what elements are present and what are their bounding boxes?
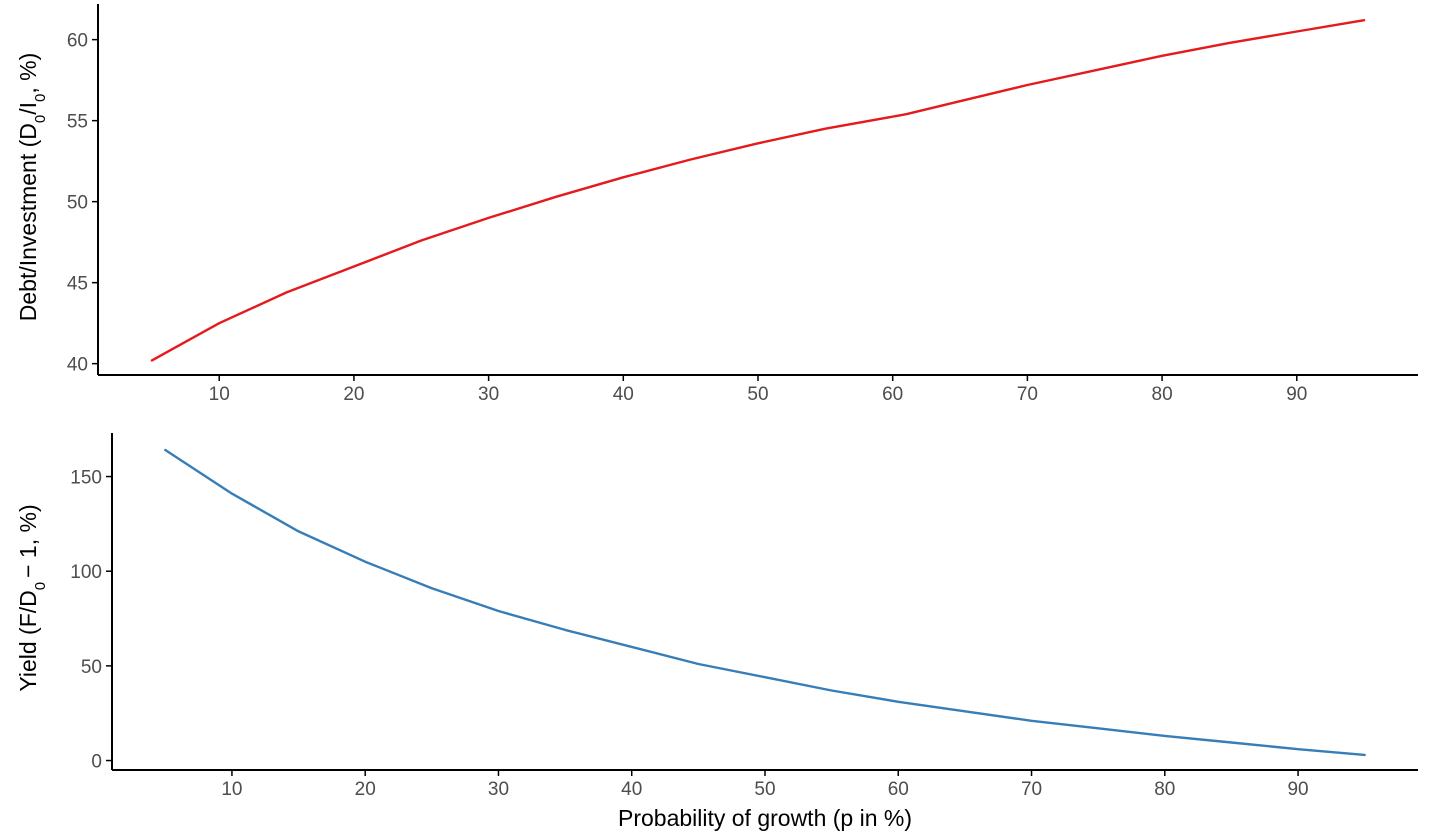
bottom-y-tick-label: 150 [70, 468, 102, 489]
bottom-y-tick-label: 0 [91, 752, 102, 773]
top-x-tick-label: 80 [1152, 384, 1173, 405]
bottom-x-tick-label: 40 [621, 779, 642, 800]
top-series [150, 19, 1366, 362]
top-y-tick-label: 50 [67, 193, 88, 214]
bottom-x-axis-ticks: 10 20 30 40 50 60 70 80 90 [221, 770, 1309, 800]
top-y-tick-label: 45 [67, 274, 88, 295]
bottom-y-tick-label: 100 [70, 562, 102, 583]
top-x-tick-label: 90 [1286, 384, 1307, 405]
yield-panel: 10 20 30 40 50 60 70 80 90 0 50 100 150 Yield (F/D0… [15, 433, 1418, 831]
top-x-tick-label: 70 [1017, 384, 1038, 405]
bottom-series [164, 448, 1366, 757]
bottom-x-tick-label: 90 [1287, 779, 1308, 800]
top-y-tick-label: 55 [67, 112, 88, 133]
bottom-x-tick-label: 50 [754, 779, 775, 800]
debt-investment-panel: 10 20 30 40 50 60 70 80 90 40 45 50 55 60 Debt/Inves… [15, 4, 1418, 405]
bottom-series-line [164, 448, 1366, 757]
top-y-axis-title: Debt/Investment (D0/I0, %) [15, 53, 49, 322]
top-x-tick-label: 10 [209, 384, 230, 405]
top-x-tick-label: 20 [343, 384, 364, 405]
x-axis-title: Probability of growth (p in %) [618, 805, 912, 831]
top-x-tick-label: 50 [747, 384, 768, 405]
bottom-x-tick-label: 20 [355, 779, 376, 800]
top-x-tick-label: 60 [882, 384, 903, 405]
bottom-x-tick-label: 60 [888, 779, 909, 800]
top-x-axis-ticks: 10 20 30 40 50 60 70 80 90 [209, 375, 1307, 405]
bottom-y-axis-ticks: 0 50 100 150 [70, 468, 112, 773]
top-y-tick-label: 60 [67, 31, 88, 52]
bottom-x-tick-label: 10 [221, 779, 242, 800]
bottom-y-tick-label: 50 [81, 657, 102, 678]
bottom-x-tick-label: 30 [488, 779, 509, 800]
top-series-line [150, 19, 1366, 362]
bottom-x-tick-label: 70 [1021, 779, 1042, 800]
top-y-tick-label: 40 [67, 355, 88, 376]
top-y-axis-ticks: 40 45 50 55 60 [67, 31, 98, 376]
top-x-tick-label: 30 [478, 384, 499, 405]
bottom-x-tick-label: 80 [1154, 779, 1175, 800]
bottom-y-axis-title: Yield (F/D0− 1, %) [15, 504, 49, 691]
top-x-tick-label: 40 [613, 384, 634, 405]
